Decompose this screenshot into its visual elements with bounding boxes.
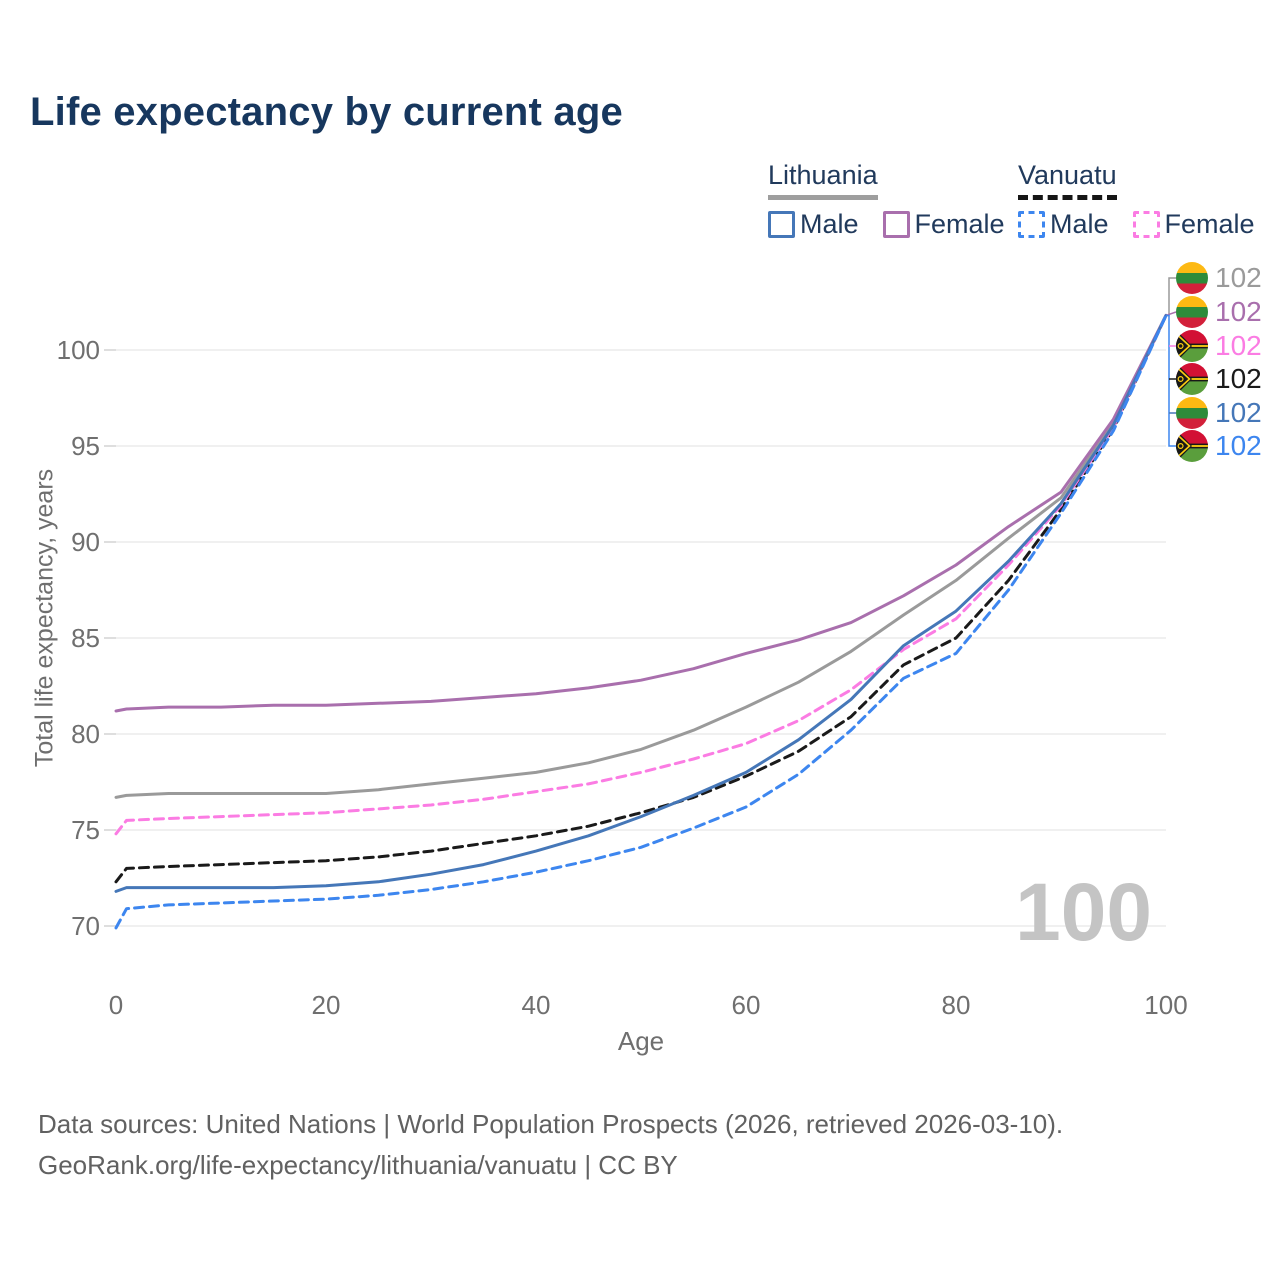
series-line-vu-female[interactable] (114, 313, 1168, 836)
x-tick-label-40: 40 (521, 990, 551, 1020)
end-label-lt-male: 102 (1176, 396, 1262, 430)
leader-line (1166, 314, 1176, 447)
y-tick-label-95: 95 (71, 431, 100, 461)
vanuatu-flag-icon (1176, 363, 1208, 395)
series-line-lt-male[interactable] (114, 313, 1168, 893)
age-watermark: 100 (1015, 867, 1152, 958)
footer-link-line: GeoRank.org/life-expectancy/lithuania/va… (38, 1150, 678, 1180)
legend-row-vanuatu: Male Female (1018, 209, 1255, 240)
end-value-vu-female: 102 (1215, 330, 1262, 361)
leader-lines (1165, 277, 1177, 447)
legend-item-lithuania-female[interactable]: Female (882, 209, 1005, 240)
legend-item-lithuania-male[interactable]: Male (768, 209, 859, 240)
end-label-lt-total: 102 (1176, 261, 1262, 295)
end-value-vu-total: 102 (1215, 363, 1262, 394)
end-value-lt-male: 102 (1215, 397, 1262, 428)
legend-label: Male (800, 209, 859, 239)
legend-label: Female (1164, 209, 1255, 239)
footer: Data sources: United Nations | World Pop… (38, 1104, 1063, 1186)
legend-group-vanuatu: Vanuatu Male Female (1018, 160, 1255, 240)
y-tick-label-75: 75 (71, 815, 100, 845)
lithuania-male-swatch-icon (768, 211, 795, 238)
end-label-lt-female: 102 (1176, 295, 1262, 329)
legend-row-lithuania: Male Female (768, 209, 1005, 240)
x-tick-label-80: 80 (941, 990, 971, 1020)
legend-header-lithuania[interactable]: Lithuania (768, 160, 878, 200)
y-tick-label-80: 80 (71, 719, 100, 749)
vanuatu-male-swatch-icon (1018, 211, 1045, 238)
end-label-vu-total: 102 (1176, 362, 1262, 396)
leader-line (1166, 277, 1176, 317)
end-value-lt-total: 102 (1215, 262, 1262, 293)
legend-header-vanuatu[interactable]: Vanuatu (1018, 160, 1117, 200)
x-tick-label-0: 0 (108, 990, 124, 1020)
vanuatu-flag-icon (1176, 430, 1208, 462)
line-chart[interactable] (0, 0, 1280, 1080)
series-line-vu-total[interactable] (114, 313, 1168, 884)
series-line-lt-female[interactable] (114, 313, 1168, 713)
x-tick-label-100: 100 (1144, 990, 1188, 1020)
x-tick-label-20: 20 (311, 990, 341, 1020)
legend-group-lithuania: Lithuania Male Female (768, 160, 1005, 240)
y-tick-label-70: 70 (71, 911, 100, 941)
x-axis-label: Age (617, 1026, 665, 1056)
x-tick-label-60: 60 (731, 990, 761, 1020)
series-line-vu-male[interactable] (114, 313, 1168, 930)
legend-label: Female (914, 209, 1005, 239)
vanuatu-flag-icon (1176, 330, 1208, 362)
y-tick-label-90: 90 (71, 527, 100, 557)
end-label-vu-male: 102 (1176, 429, 1262, 463)
legend-item-vanuatu-male[interactable]: Male (1018, 209, 1109, 240)
legend-item-vanuatu-female[interactable]: Female (1132, 209, 1255, 240)
lithuania-flag-icon (1176, 262, 1208, 294)
lithuania-flag-icon (1176, 397, 1208, 429)
y-tick-label-85: 85 (71, 623, 100, 653)
page-title: Life expectancy by current age (30, 90, 623, 134)
legend-label: Male (1050, 209, 1109, 239)
vanuatu-female-swatch-icon (1132, 211, 1160, 238)
end-label-vu-female: 102 (1176, 329, 1262, 363)
footer-sources-line: Data sources: United Nations | World Pop… (38, 1109, 1064, 1139)
y-tick-label-100: 100 (56, 335, 100, 365)
end-value-lt-female: 102 (1215, 296, 1262, 327)
end-value-vu-male: 102 (1215, 430, 1262, 461)
series-line-lt-total[interactable] (114, 313, 1168, 799)
lithuania-female-swatch-icon (882, 211, 910, 238)
lithuania-flag-icon (1176, 296, 1208, 328)
